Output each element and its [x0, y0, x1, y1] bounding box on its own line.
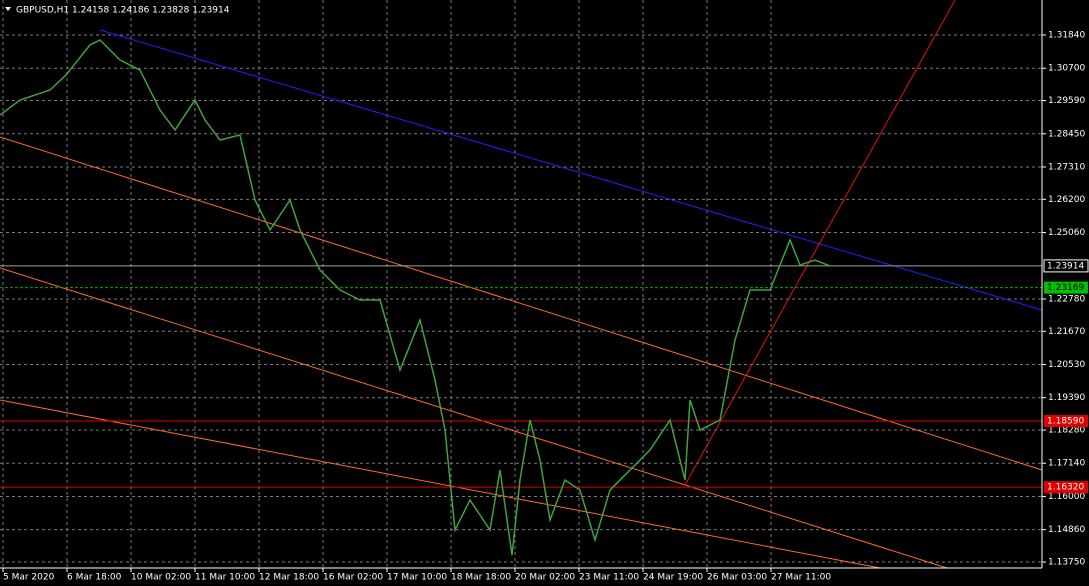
x-tick-label: 18 Mar 18:00 [451, 573, 511, 583]
y-tick-label: 1.16000 [1048, 492, 1085, 502]
price-label: 1.16320 [1047, 483, 1084, 493]
series [0, 39, 831, 556]
price-label: 1.18590 [1047, 417, 1084, 427]
y-tick-label: 1.22780 [1048, 294, 1085, 304]
x-tick-label: 23 Mar 11:00 [579, 573, 639, 583]
y-tick-label: 1.21670 [1048, 327, 1085, 337]
x-tick-label: 6 Mar 18:00 [67, 573, 122, 583]
price-label-box [1044, 481, 1088, 494]
price-line [0, 39, 831, 556]
y-tick-label: 1.17140 [1048, 459, 1085, 469]
y-tick-label: 1.18280 [1048, 426, 1085, 436]
channel-line [0, 136, 1043, 471]
y-tick-label: 1.25060 [1048, 228, 1085, 238]
trend-line [684, 0, 956, 486]
grid [0, 0, 1042, 568]
y-tick-label: 1.29590 [1048, 96, 1085, 106]
x-tick-label: 11 Mar 10:00 [195, 573, 255, 583]
x-tick-label: 24 Mar 19:00 [643, 573, 703, 583]
x-tick-label: 20 Mar 02:00 [515, 573, 575, 583]
x-tick-label: 10 Mar 02:00 [131, 573, 191, 583]
price-label: 1.23169 [1047, 283, 1084, 293]
trend-line [99, 29, 1043, 311]
y-tick-label: 1.27310 [1048, 162, 1085, 172]
channel-line [0, 267, 948, 569]
price-label: 1.23914 [1047, 261, 1084, 271]
y-tick-label: 1.26200 [1048, 195, 1085, 205]
labels: 1.31840 1.30700 1.29590 1.28450 1.27310 1.262… [2, 31, 1089, 583]
x-tick-label: 26 Mar 03:00 [707, 573, 767, 583]
y-tick-label: 1.30700 [1048, 64, 1085, 74]
price-label-box [1044, 281, 1088, 294]
y-tick-label: 1.13750 [1048, 557, 1085, 567]
x-tick-label: 16 Mar 02:00 [323, 573, 383, 583]
y-tick-label: 1.14860 [1048, 525, 1085, 535]
x-tick-label: 17 Mar 10:00 [387, 573, 447, 583]
y-tick-label: 1.19390 [1048, 393, 1085, 403]
y-tick-label: 1.20530 [1048, 360, 1085, 370]
price-label-box [1044, 415, 1088, 428]
y-tick-label: 1.28450 [1048, 129, 1085, 139]
x-tick-label: 5 Mar 2020 [3, 573, 55, 583]
x-tick-label: 12 Mar 18:00 [259, 573, 319, 583]
x-tick-label: 27 Mar 11:00 [771, 573, 831, 583]
menu-arrow[interactable] [5, 7, 11, 11]
chart-title: GBPUSD,H1 1.24158 1.24186 1.23828 1.2391… [16, 6, 230, 16]
levels [0, 265, 1042, 488]
channel-line [0, 399, 881, 569]
price-label-box [1043, 259, 1089, 273]
y-tick-label: 1.31840 [1048, 31, 1085, 41]
